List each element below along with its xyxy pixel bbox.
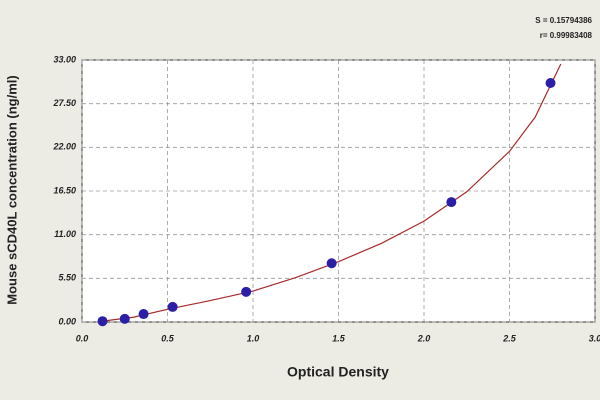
data-point bbox=[119, 313, 130, 324]
x-tick-label: 1.5 bbox=[332, 333, 346, 343]
y-tick-label: 22.00 bbox=[52, 142, 76, 152]
data-point bbox=[97, 316, 108, 327]
x-tick-label: 2.5 bbox=[502, 333, 517, 343]
x-tick-label: 0.5 bbox=[161, 333, 175, 343]
x-axis-title: Optical Density bbox=[287, 364, 389, 380]
x-tick-label: 0.0 bbox=[76, 333, 89, 343]
y-axis-title: Mouse sCD40L concentration (ng/ml) bbox=[4, 75, 19, 304]
data-point bbox=[326, 258, 337, 269]
y-tick-label: 16.50 bbox=[53, 185, 76, 195]
x-tick-label: 1.0 bbox=[247, 333, 260, 343]
x-tick-label: 3.0 bbox=[589, 333, 600, 343]
data-point bbox=[446, 197, 457, 208]
fit-curve bbox=[99, 63, 562, 323]
x-tick-label: 2.0 bbox=[417, 333, 431, 343]
y-tick-label: 5.50 bbox=[58, 273, 76, 283]
y-tick-label: 0.00 bbox=[58, 316, 76, 326]
y-tick-label: 33.00 bbox=[53, 54, 76, 64]
data-point bbox=[167, 301, 178, 312]
y-tick-label: 27.50 bbox=[52, 98, 76, 108]
annotation: S = 0.15794386 bbox=[535, 16, 592, 25]
data-point bbox=[545, 78, 556, 89]
data-point bbox=[138, 309, 149, 320]
y-tick-label: 11.00 bbox=[54, 229, 76, 239]
annotation: r= 0.99983408 bbox=[540, 31, 593, 40]
data-point bbox=[241, 286, 252, 297]
